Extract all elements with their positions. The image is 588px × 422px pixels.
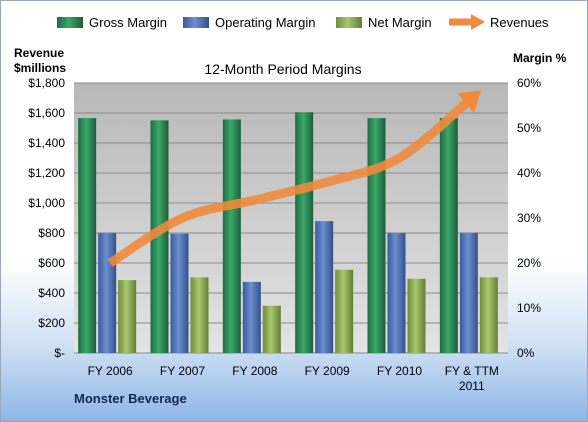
right-tick-label: 40% bbox=[517, 166, 541, 180]
left-tick-label: $400 bbox=[38, 286, 65, 300]
right-tick-label: 30% bbox=[517, 211, 541, 225]
bar-operating-margin bbox=[98, 232, 117, 353]
bar-gross-margin bbox=[367, 118, 386, 353]
legend: Gross Margin Operating Margin Net Margin… bbox=[57, 14, 549, 30]
bar-gross-margin bbox=[439, 118, 458, 353]
bar-operating-margin bbox=[315, 221, 334, 353]
legend-label-revenues: Revenues bbox=[490, 15, 549, 30]
left-tick-label: $600 bbox=[38, 256, 65, 270]
right-tick-label: 10% bbox=[517, 301, 541, 315]
category-labels: FY 2006 FY 2007 FY 2008 FY 2009 FY 2010 FY & … bbox=[88, 364, 499, 393]
bar-net-margin bbox=[479, 277, 498, 353]
right-tick-label: 20% bbox=[517, 256, 541, 270]
bar-net-margin bbox=[190, 277, 209, 353]
left-tick-label: $1,800 bbox=[28, 76, 65, 90]
left-axis-ticks: $- $200 $400 $600 $800 $1,000 $1,200 $1,400 $1,6… bbox=[28, 76, 65, 360]
legend-label-net-margin: Net Margin bbox=[368, 15, 432, 30]
left-tick-label: $1,600 bbox=[28, 106, 65, 120]
left-tick-label: $200 bbox=[38, 316, 65, 330]
left-tick-label: $1,200 bbox=[28, 166, 65, 180]
bar-operating-margin bbox=[170, 233, 189, 353]
bar-net-margin bbox=[262, 305, 281, 353]
bar-gross-margin bbox=[78, 118, 97, 353]
category-label: FY 2006 bbox=[88, 364, 133, 378]
left-axis-title-line1: Revenue bbox=[14, 46, 64, 60]
right-axis-ticks: 0% 10% 20% 30% 40% 50% 60% bbox=[517, 76, 541, 360]
legend-swatch-operating-margin bbox=[183, 17, 209, 28]
left-tick-label: $- bbox=[54, 346, 65, 360]
category-label: FY 2010 bbox=[377, 364, 422, 378]
category-label: FY & TTM 2011 bbox=[445, 364, 499, 393]
legend-swatch-gross-margin bbox=[57, 17, 83, 28]
bars bbox=[78, 112, 498, 353]
category-label: FY 2007 bbox=[160, 364, 205, 378]
revenue-line-path bbox=[107, 94, 475, 267]
bar-operating-margin bbox=[459, 232, 478, 353]
right-tick-label: 50% bbox=[517, 121, 541, 135]
company-name: Monster Beverage bbox=[74, 391, 187, 406]
chart-title: 12-Month Period Margins bbox=[204, 61, 361, 77]
legend-swatch-net-margin bbox=[336, 17, 362, 28]
revenue-line bbox=[107, 90, 482, 267]
bar-gross-margin bbox=[295, 112, 314, 353]
bar-net-margin bbox=[335, 269, 354, 353]
legend-label-operating-margin: Operating Margin bbox=[215, 15, 315, 30]
left-tick-label: $800 bbox=[38, 226, 65, 240]
revenue-arrowhead bbox=[457, 90, 482, 114]
right-tick-label: 0% bbox=[517, 346, 535, 360]
bar-gross-margin bbox=[150, 120, 169, 353]
legend-swatch-revenues bbox=[449, 14, 485, 30]
left-tick-label: $1,400 bbox=[28, 136, 65, 150]
bar-operating-margin bbox=[242, 281, 261, 353]
right-tick-label: 60% bbox=[517, 76, 541, 90]
bar-operating-margin bbox=[387, 232, 406, 353]
category-label: FY 2008 bbox=[232, 364, 277, 378]
bar-net-margin bbox=[118, 280, 137, 353]
legend-label-gross-margin: Gross Margin bbox=[89, 15, 167, 30]
gridlines bbox=[74, 82, 508, 354]
category-label: FY 2009 bbox=[305, 364, 350, 378]
bar-net-margin bbox=[407, 278, 426, 353]
bar-gross-margin bbox=[222, 119, 241, 353]
left-axis-title-line2: $millions bbox=[14, 61, 66, 75]
right-axis-title: Margin % bbox=[513, 51, 567, 65]
left-tick-label: $1,000 bbox=[28, 196, 65, 210]
